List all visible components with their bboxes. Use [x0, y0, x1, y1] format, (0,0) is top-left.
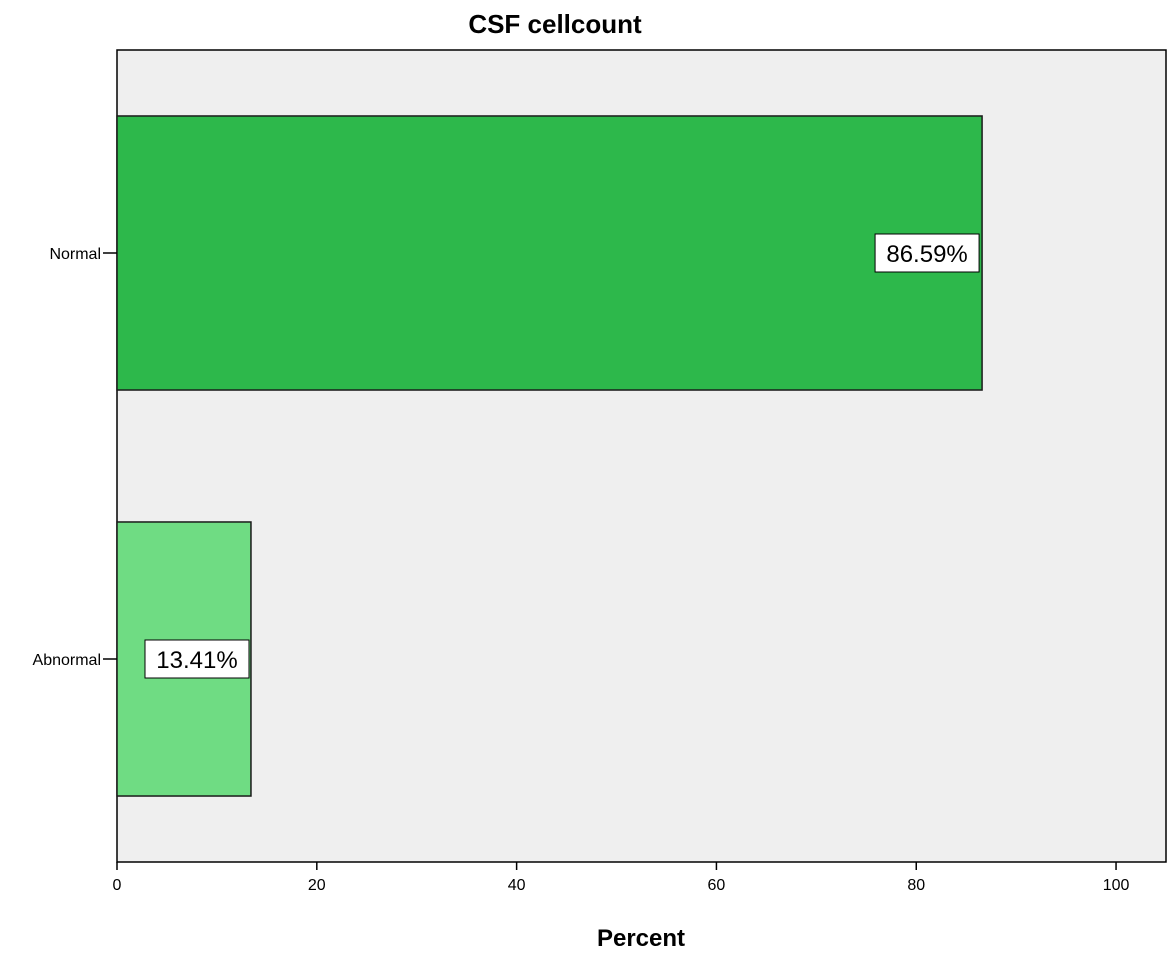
data-label: 13.41% [156, 647, 237, 674]
x-tick-label: 60 [708, 877, 726, 894]
chart-title: CSF cellcount [468, 9, 642, 39]
x-tick-label: 100 [1103, 877, 1130, 894]
data-label-box [144, 639, 250, 679]
y-tick-label: Abnormal [33, 652, 101, 669]
x-tick-label: 20 [308, 877, 326, 894]
y-tick-label: Normal [49, 246, 101, 263]
data-label-box [874, 233, 980, 273]
x-tick-label: 0 [113, 877, 122, 894]
data-label: 86.59% [886, 241, 967, 268]
y-axis: Normal Abnormal [33, 246, 117, 669]
data-labels-layer: 86.59% 13.41% [144, 233, 980, 679]
x-tick-label: 40 [508, 877, 526, 894]
x-axis-title: Percent [597, 925, 685, 952]
x-axis: 0 20 40 60 80 100 [113, 862, 1130, 894]
x-tick-label: 80 [907, 877, 925, 894]
bar-normal [116, 115, 983, 391]
